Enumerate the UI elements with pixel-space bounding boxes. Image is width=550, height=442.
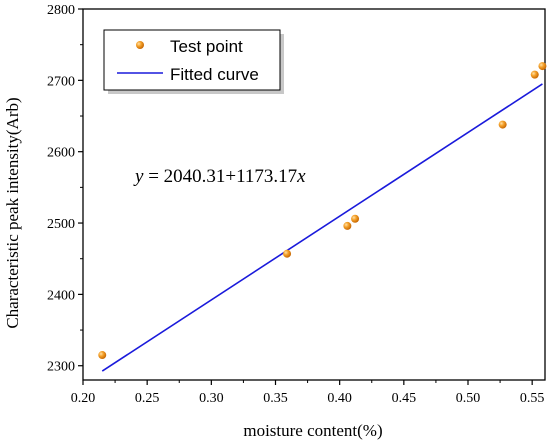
x-tick-label: 0.45 <box>392 391 417 406</box>
legend-label-test-point: Test point <box>170 37 243 56</box>
x-tick-label: 0.25 <box>135 391 160 406</box>
x-axis-title: moisture content(%) <box>243 421 382 440</box>
y-tick-label: 2300 <box>47 360 75 375</box>
legend: Test point Fitted curve <box>103 29 284 94</box>
x-tick-label: 0.20 <box>71 391 96 406</box>
test-point <box>283 249 292 258</box>
y-tick-label: 2700 <box>47 74 75 89</box>
y-tick-label: 2500 <box>47 217 75 232</box>
test-point <box>538 62 547 71</box>
test-point <box>530 70 539 79</box>
fitted-curve-layer <box>101 83 543 372</box>
legend-box <box>103 29 281 91</box>
legend-label-fitted-curve: Fitted curve <box>170 65 259 84</box>
equation-y-var: y <box>133 166 144 187</box>
plot-frame <box>82 8 546 381</box>
plot-border <box>82 8 546 381</box>
x-tick-label: 0.35 <box>263 391 288 406</box>
test-point <box>351 214 360 223</box>
x-tick-label: 0.30 <box>199 391 224 406</box>
equation-body: = 2040.31+1173.17 <box>143 166 297 187</box>
y-axis-title: Characteristic peak intensity(Arb) <box>3 97 22 328</box>
x-tick-label: 0.55 <box>520 391 545 406</box>
x-tick-label: 0.40 <box>327 391 352 406</box>
x-tick-label: 0.50 <box>456 391 481 406</box>
y-tick-label: 2600 <box>47 146 75 161</box>
test-point <box>343 221 352 230</box>
y-tick-label: 2800 <box>47 3 75 18</box>
legend-marker-test-point <box>136 41 144 49</box>
y-tick-label: 2400 <box>47 288 75 303</box>
fitted-curve-line <box>101 83 543 372</box>
test-point <box>98 351 107 360</box>
fit-equation: y = 2040.31+1173.17x <box>133 166 306 187</box>
x-axis-ticks: 0.20 0.25 0.30 0.35 0.40 0.45 0.50 0.55 <box>71 380 545 406</box>
equation-x-var: x <box>296 166 306 187</box>
test-points-layer <box>98 62 547 360</box>
y-axis-ticks: 2300 2400 2500 2600 2700 2800 <box>47 3 83 375</box>
test-point <box>498 120 507 129</box>
